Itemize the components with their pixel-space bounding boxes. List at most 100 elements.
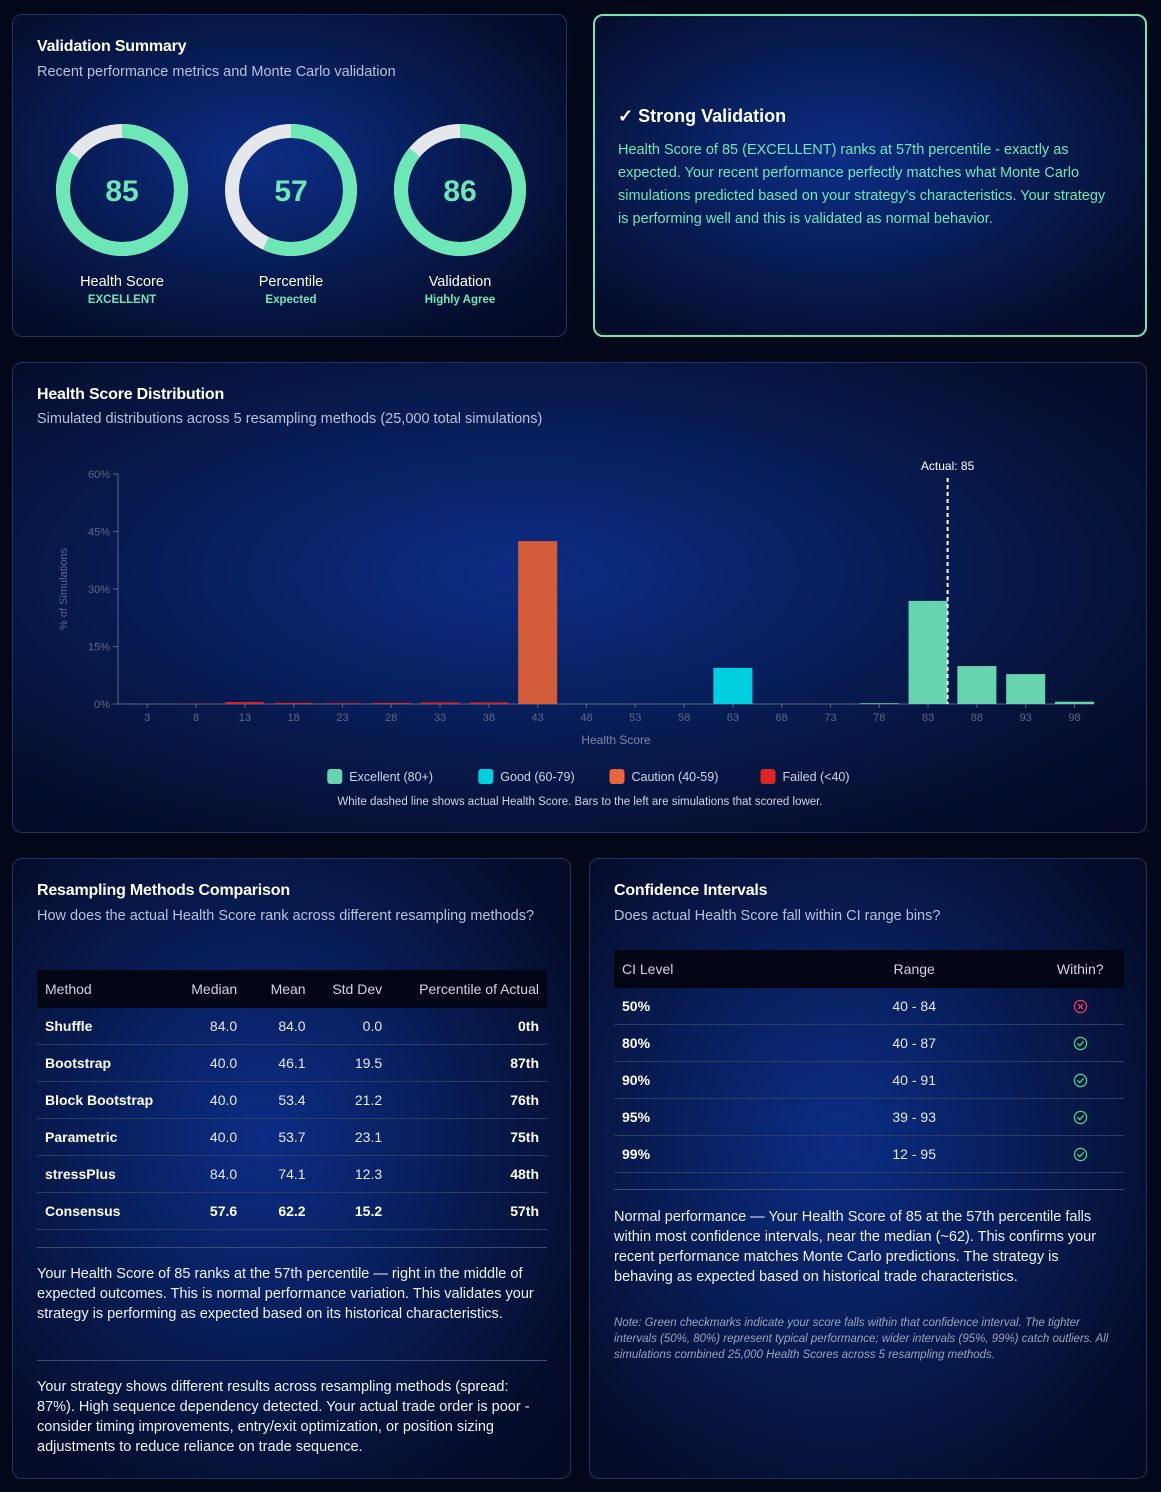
divider [37, 1360, 547, 1361]
x-tick-label: 43 [532, 712, 544, 724]
gauge-value: 85 [105, 175, 138, 208]
gauge-status: Highly Agree [425, 294, 496, 306]
legend-swatch [327, 769, 343, 784]
bar [1006, 674, 1046, 704]
table-cell: stressPlus [37, 1155, 163, 1193]
icon-check [1076, 1041, 1084, 1047]
table-cell: 57th [390, 1192, 547, 1230]
distribution-card: Health Score Distribution Simulated dist… [12, 362, 1147, 833]
icon-ring [1073, 1074, 1087, 1088]
summary-paragraph: Your strategy shows different results ac… [37, 1379, 530, 1455]
x-tick-label: 33 [434, 712, 446, 724]
column-header: Std Dev [313, 970, 391, 1008]
table-row: stressPlus 84.0 74.1 12.3 48th [37, 1155, 547, 1193]
bar [225, 702, 265, 704]
table-cell: 15.2 [313, 1192, 391, 1230]
table-cell: 57.6 [162, 1192, 246, 1230]
within-icon [1073, 1111, 1087, 1125]
card-title: Confidence Intervals [614, 882, 768, 899]
table-cell: 21.2 [313, 1081, 391, 1119]
summary-paragraph: Your Health Score of 85 ranks at the 57t… [37, 1266, 534, 1322]
gauge-value: 57 [274, 175, 307, 208]
column-header: Method [37, 970, 163, 1008]
legend-swatch [609, 769, 625, 784]
ci-range: 39 - 93 [791, 1098, 1037, 1136]
column-header: Range [791, 950, 1037, 988]
x-tick-label: 53 [629, 712, 641, 724]
gauge-arc [56, 124, 188, 256]
table-cell: 46.1 [245, 1044, 314, 1082]
bar [859, 703, 899, 704]
ci-within [1036, 988, 1124, 1025]
confidence-card: Confidence Intervals Does actual Health … [589, 858, 1147, 1479]
bar [518, 541, 558, 704]
table-cell: Shuffle [37, 1008, 163, 1045]
within-icon [1073, 1037, 1087, 1051]
table-row: 95% 39 - 93 [614, 1098, 1124, 1136]
divider [37, 1247, 547, 1248]
bar [713, 667, 753, 704]
confidence-summary: Normal performance — Your Health Score o… [614, 1209, 1097, 1285]
table-row: Shuffle 84.0 84.0 0.0 0th [37, 1008, 547, 1045]
table-cell: 84.0 [162, 1155, 246, 1193]
legend-swatch [760, 769, 776, 784]
divider [614, 1189, 1124, 1190]
confidence-table: CI Level Range Within? 50% 40 - 84 80% 40 - 87… [614, 950, 1124, 1173]
ci-level: 95% [614, 1098, 792, 1136]
x-tick-label: 73 [824, 712, 836, 724]
table-cell: Consensus [37, 1192, 163, 1230]
ci-range: 40 - 84 [791, 988, 1037, 1025]
table-row: Consensus 57.6 62.2 15.2 57th [37, 1192, 547, 1230]
table-row: 90% 40 - 91 [614, 1061, 1124, 1099]
y-tick-label: 60% [88, 469, 110, 481]
legend-label: Good (60-79) [500, 770, 574, 784]
ci-level: 99% [614, 1135, 792, 1173]
gauge-arc [394, 124, 526, 256]
card-title: Validation Summary [37, 38, 187, 55]
ci-within [1036, 1061, 1124, 1099]
table-row: 99% 12 - 95 [614, 1135, 1124, 1173]
ci-level: 80% [614, 1024, 792, 1062]
icon-ring [1073, 1148, 1087, 1162]
ci-within [1036, 1135, 1124, 1173]
card-subtitle: Does actual Health Score fall within CI … [614, 908, 941, 924]
icon-cross [1077, 1004, 1083, 1010]
x-tick-label: 93 [1020, 712, 1032, 724]
column-header: Mean [245, 970, 314, 1008]
x-tick-label: 23 [336, 712, 348, 724]
y-tick-label: 30% [88, 584, 110, 596]
banner-text: Health Score of 85 (EXCELLENT) ranks at … [618, 142, 1106, 227]
table-cell: 76th [390, 1081, 547, 1119]
card-subtitle: How does the actual Health Score rank ac… [37, 908, 535, 924]
table-cell: 40.0 [162, 1044, 246, 1082]
gauge-status: EXCELLENT [88, 294, 156, 306]
table-cell: 19.5 [313, 1044, 391, 1082]
x-tick-label: 8 [193, 712, 199, 724]
x-tick-label: 83 [922, 712, 934, 724]
chart-title: Health Score Distribution [37, 386, 225, 403]
bar [908, 600, 948, 704]
table-cell: 75th [390, 1118, 547, 1156]
column-header: Median [162, 970, 246, 1008]
card-subtitle: Recent performance metrics and Monte Car… [37, 64, 396, 80]
y-axis-label: % of Simulations [58, 548, 70, 630]
table-cell: 74.1 [245, 1155, 314, 1193]
table-row: Block Bootstrap 40.0 53.4 21.2 76th [37, 1081, 547, 1119]
table-cell: 40.0 [162, 1081, 246, 1119]
ci-level: 50% [614, 988, 792, 1025]
chart-note: White dashed line shows actual Health Sc… [337, 796, 822, 808]
table-cell: 40.0 [162, 1118, 246, 1156]
within-icon [1073, 1148, 1087, 1162]
table-cell: 0th [390, 1008, 547, 1045]
table-cell: 53.4 [245, 1081, 314, 1119]
x-axis-label: Health Score [581, 733, 651, 747]
table-row: Bootstrap 40.0 46.1 19.5 87th [37, 1044, 547, 1082]
ci-range: 12 - 95 [791, 1135, 1037, 1173]
column-header: CI Level [614, 950, 792, 988]
confidence-note: Note: Green checkmarks indicate your sco… [614, 1317, 1109, 1361]
y-tick-label: 45% [88, 527, 110, 539]
table-header: Method Median Mean Std Dev Percentile of Act… [37, 970, 547, 1008]
x-tick-label: 68 [776, 712, 788, 724]
